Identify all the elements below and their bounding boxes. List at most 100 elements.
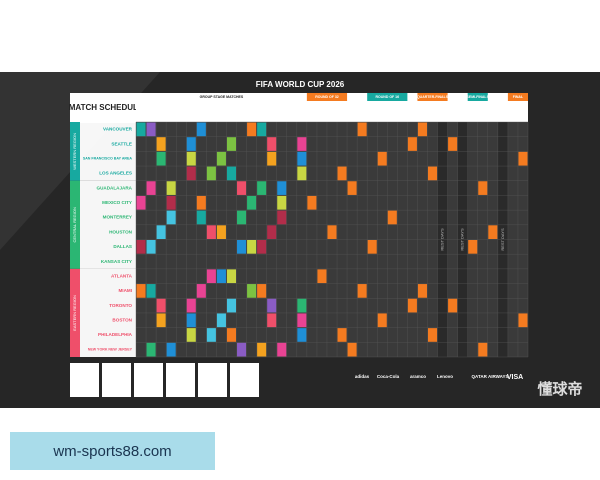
match-cell [347,342,357,357]
match-cell [267,137,277,151]
match-cell [327,225,337,239]
stage-label: QUARTER-FINALS [417,95,449,99]
rest-label: REST DAYS [440,228,445,251]
match-cell [247,284,257,298]
match-cell [226,298,237,313]
city-name: VANCOUVER [103,127,133,132]
stage-label: SEMI-FINALS [467,95,490,99]
match-cell [337,166,347,181]
match-cell [166,342,176,357]
city-name: GUADALAJARA [97,185,133,190]
stage-label: ROUND OF 32 [315,95,339,99]
rest-label: REST DAYS [460,228,465,251]
match-cell [267,313,277,328]
match-cell [216,151,226,166]
watermark: 懂球帝 [536,380,582,398]
match-cell [297,166,307,181]
match-cell [206,328,216,342]
city-name: SAN FRANCISCO BAY AREA [83,157,133,161]
sponsor: adidas [355,374,370,379]
match-cell [237,181,247,195]
match-cell [186,298,196,313]
match-cell [518,313,528,328]
stage-header [306,93,348,101]
match-cell [407,298,417,313]
match-cell [156,151,166,166]
match-cell [226,328,237,342]
match-cell [277,195,287,210]
region-bar [70,268,80,357]
match-cell [247,195,257,210]
match-cell [387,210,397,225]
match-cell [146,342,156,357]
city-name: ATLANTA [111,273,133,278]
match-cell [237,342,247,357]
match-cell [136,195,146,210]
match-cell [216,225,226,239]
match-cell [297,137,307,151]
match-cell [216,313,226,328]
match-cell [237,240,247,254]
match-cell [237,210,247,225]
match-cell [488,225,498,239]
match-cell [196,210,206,225]
heading-box [70,93,136,123]
sponsor: VISA [507,374,523,381]
schedule-grid: GROUP STAGE MATCHES ROUND OF 32 ROUND OF 1… [70,93,529,397]
region-bar [70,180,80,269]
city-name: LOS ANGELES [99,171,132,176]
match-cell [136,284,146,298]
match-cell [357,284,367,298]
match-cell [226,269,237,284]
match-cell [247,122,257,137]
group-box [166,363,195,397]
match-cell [166,210,176,225]
stage-label: GROUP STAGE MATCHES [200,95,244,99]
match-cell [206,166,216,181]
match-cell [448,298,458,313]
region-label: WESTERN REGION [72,133,77,170]
match-cell [427,328,438,342]
match-cell [146,122,156,137]
sponsor: aramco [410,374,426,379]
match-cell [166,195,176,210]
match-cell [307,195,317,210]
stage-header [136,93,307,101]
match-cell [156,313,166,328]
stage-header [417,93,448,101]
match-cell [156,137,166,151]
stage-header [507,93,528,101]
match-cell [297,328,307,342]
city-band [80,122,136,181]
match-cell [478,342,488,357]
stage-label: ROUND OF 16 [376,95,400,99]
region-label: EASTERN REGION [72,295,77,331]
match-cell [277,342,287,357]
match-cell [186,166,196,181]
match-cell [357,122,367,137]
match-cell [257,181,267,195]
match-cell [257,240,267,254]
match-cell [247,240,257,254]
city-name: HOUSTON [109,229,133,234]
match-cell [518,151,528,166]
match-cell [186,313,196,328]
match-cell [257,342,267,357]
region-label: CENTRAL REGION [72,207,77,243]
match-cell [317,269,327,284]
match-cell [146,284,156,298]
match-cell [427,166,438,181]
match-cell [417,122,427,137]
group-box [134,363,163,397]
rest-label: REST DAYS [500,228,505,251]
city-name: DALLAS [113,244,132,249]
city-name: TORONTO [109,303,132,308]
match-cell [377,151,387,166]
sponsor: Coca-Cola [377,374,400,379]
match-cell [377,313,387,328]
match-cell [136,240,146,254]
match-cell [196,284,206,298]
group-box [70,363,99,397]
